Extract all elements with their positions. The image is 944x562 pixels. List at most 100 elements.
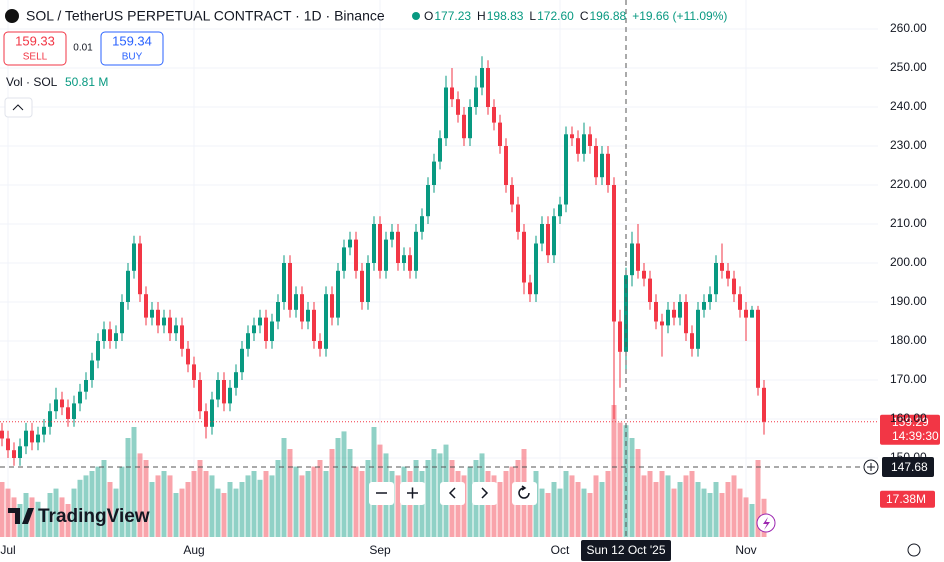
candle-body xyxy=(156,309,160,326)
candle-body xyxy=(24,430,28,447)
y-tick-label: 200.00 xyxy=(890,255,927,269)
volume-bar xyxy=(185,482,191,537)
candle-body xyxy=(576,138,580,154)
candle-body xyxy=(630,243,634,276)
candle-body xyxy=(408,255,412,271)
volume-bar xyxy=(353,466,359,537)
volume-bar xyxy=(431,449,437,537)
legend-value: 172.60 xyxy=(537,9,574,23)
volume-bar xyxy=(125,438,131,537)
volume-bar xyxy=(527,482,533,537)
countdown: 14:39:30 xyxy=(892,429,939,443)
candle-body xyxy=(96,341,100,361)
candle-body xyxy=(318,341,322,349)
price-pane xyxy=(0,56,766,466)
icon xyxy=(763,517,770,530)
candle-body xyxy=(462,114,466,139)
volume-bar xyxy=(83,475,89,537)
volume-bar xyxy=(743,497,749,537)
volume-bar xyxy=(53,488,59,537)
candle-body xyxy=(432,161,436,185)
candle-body xyxy=(186,348,190,365)
volume-bar xyxy=(677,482,683,537)
volume-bar xyxy=(143,460,149,537)
candle-body xyxy=(396,231,400,263)
reset[interactable] xyxy=(512,482,537,505)
volume-bar xyxy=(599,482,605,537)
volume-bar xyxy=(593,475,599,537)
candle-body xyxy=(342,247,346,271)
volume-bar xyxy=(461,475,467,537)
volume-bar xyxy=(659,471,665,537)
candle-body xyxy=(600,153,604,178)
zoom-controls xyxy=(369,482,537,505)
volume-bar xyxy=(275,460,281,537)
collapse-button[interactable] xyxy=(4,97,33,118)
candle-body xyxy=(294,294,298,310)
scroll-right[interactable] xyxy=(472,482,497,505)
candle-body xyxy=(456,99,460,115)
crosshair-price-tag xyxy=(882,457,934,478)
candle-body xyxy=(54,399,58,412)
candle-body xyxy=(222,380,226,404)
candle-body xyxy=(252,325,256,334)
volume-bar xyxy=(497,482,503,537)
candle-body xyxy=(216,380,220,400)
volume-tag xyxy=(880,490,935,508)
y-tick-label: 150.00 xyxy=(890,450,927,464)
volume-bar xyxy=(197,460,203,537)
candle-body xyxy=(246,333,250,349)
volume-bar xyxy=(605,471,611,537)
candle-body xyxy=(384,239,388,271)
volume-bar xyxy=(545,493,551,537)
volume-bar xyxy=(209,475,215,537)
buy-label: BUY xyxy=(122,52,143,63)
candle-body xyxy=(678,302,682,318)
candle-body xyxy=(594,146,598,178)
volume-bar xyxy=(359,471,365,537)
candle-body xyxy=(378,224,382,271)
volume-bar xyxy=(47,493,53,537)
volume-bar xyxy=(245,475,251,537)
candle-body xyxy=(78,391,82,404)
candle-body xyxy=(654,302,658,322)
candle-body xyxy=(264,317,268,341)
volume-bar xyxy=(539,488,545,537)
y-tick-label: 170.00 xyxy=(890,372,927,386)
x-tick-label: Jul xyxy=(0,543,15,557)
volume-bar xyxy=(347,449,353,537)
volume-bar xyxy=(665,475,671,537)
candle-body xyxy=(720,263,724,271)
candle-body xyxy=(738,294,742,310)
volume-bar xyxy=(653,482,659,537)
settings-button[interactable] xyxy=(907,543,921,557)
candle-body xyxy=(528,282,532,295)
volume-bar xyxy=(0,482,5,537)
symbol-icon[interactable] xyxy=(5,9,19,23)
last-price-tag xyxy=(880,414,940,445)
icon xyxy=(448,487,456,499)
volume-bar xyxy=(695,482,701,537)
volume-bar xyxy=(713,482,719,537)
candle-body xyxy=(12,450,16,458)
candle-body xyxy=(708,294,712,302)
candle-body xyxy=(354,239,358,271)
volume-bar xyxy=(299,475,305,537)
sell-button[interactable] xyxy=(3,31,67,66)
candle-body xyxy=(330,294,334,318)
buy-button[interactable] xyxy=(100,31,164,66)
candle-body xyxy=(648,278,652,302)
candle-body xyxy=(18,446,22,458)
candle-body xyxy=(522,231,526,283)
scroll-left[interactable] xyxy=(440,482,465,505)
legend-value: 177.23 xyxy=(434,9,471,23)
legend-value: 198.83 xyxy=(487,9,524,23)
volume-bar xyxy=(233,488,239,537)
legend-key: C xyxy=(580,9,589,23)
candle-body xyxy=(162,317,166,326)
icon xyxy=(867,463,875,472)
x-tick-label: Oct xyxy=(551,543,570,557)
candle-body xyxy=(126,270,130,302)
volume-bar xyxy=(641,475,647,537)
y-tick-label: 180.00 xyxy=(890,333,927,347)
